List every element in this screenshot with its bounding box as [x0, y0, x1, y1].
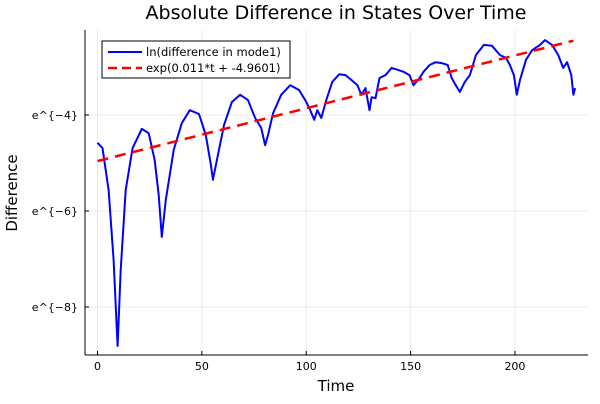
- legend-label-1: exp(0.011*t + -4.9601): [146, 61, 280, 75]
- y-tick-label: e^{−6}: [32, 205, 78, 218]
- series-line-mode1: [96, 39, 577, 347]
- axes: [84, 30, 588, 356]
- legend-box: [101, 40, 291, 79]
- y-axis-label: Difference: [3, 154, 21, 231]
- chart-title: Absolute Difference in States Over Time: [146, 2, 527, 24]
- y-tick-label: e^{−8}: [32, 301, 78, 314]
- series-line-fit: [97, 39, 574, 163]
- x-tick-label: 150: [400, 360, 421, 373]
- legend-label-0: ln(difference in mode1): [146, 45, 281, 59]
- legend: ln(difference in mode1) exp(0.011*t + -4…: [101, 40, 291, 79]
- x-axis-label: Time: [317, 377, 355, 395]
- x-tick-label: 50: [195, 360, 209, 373]
- plot-area: [96, 39, 577, 347]
- x-tick-label: 200: [504, 360, 525, 373]
- y-tick-label: e^{−4}: [32, 109, 78, 122]
- x-tick-label: 0: [94, 360, 101, 373]
- ticks: 0 50 100 150 200 e^{−4} e^{−6} e^{−8}: [32, 109, 526, 373]
- x-tick-label: 100: [296, 360, 317, 373]
